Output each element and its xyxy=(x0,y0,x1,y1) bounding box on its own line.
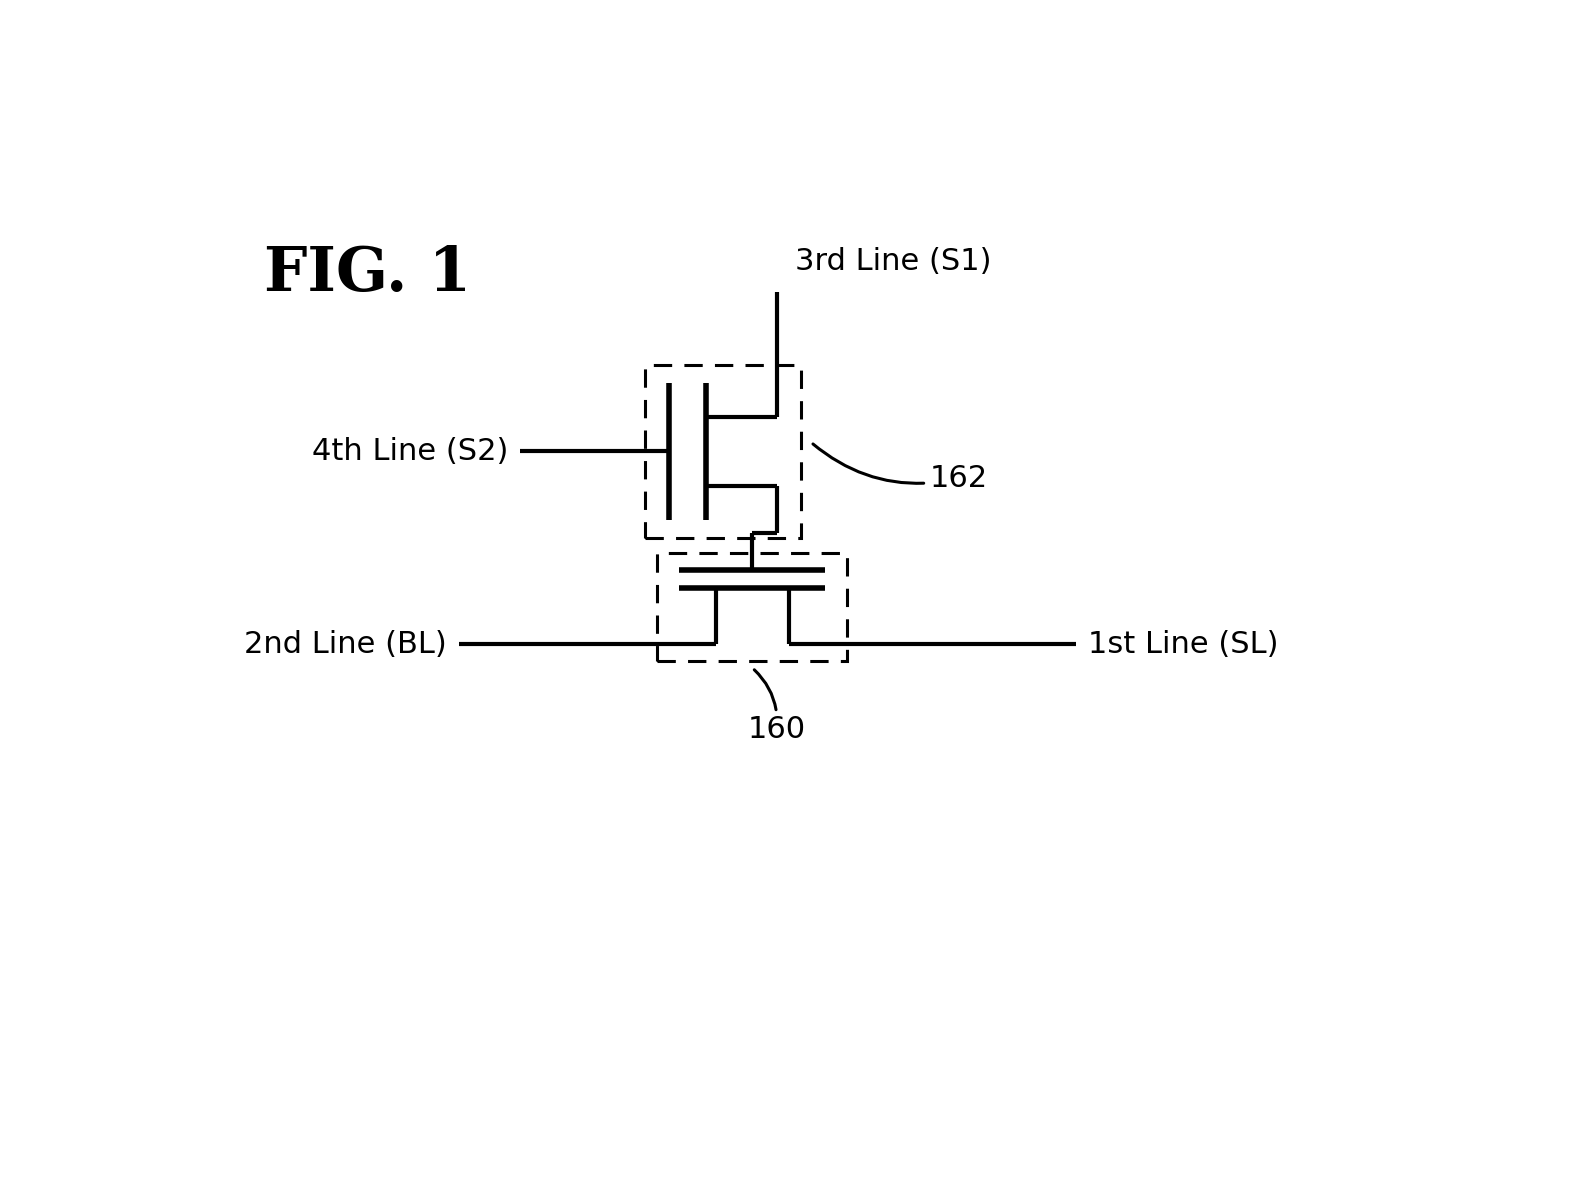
Text: 162: 162 xyxy=(813,444,988,493)
Text: 3rd Line (S1): 3rd Line (S1) xyxy=(795,247,992,275)
Bar xyxy=(657,553,847,661)
Text: FIG. 1: FIG. 1 xyxy=(265,243,471,304)
Bar xyxy=(644,365,802,538)
Text: 1st Line (SL): 1st Line (SL) xyxy=(1088,630,1279,658)
Text: 160: 160 xyxy=(748,670,806,745)
Text: 4th Line (S2): 4th Line (S2) xyxy=(312,437,509,466)
Text: 2nd Line (BL): 2nd Line (BL) xyxy=(244,630,447,658)
